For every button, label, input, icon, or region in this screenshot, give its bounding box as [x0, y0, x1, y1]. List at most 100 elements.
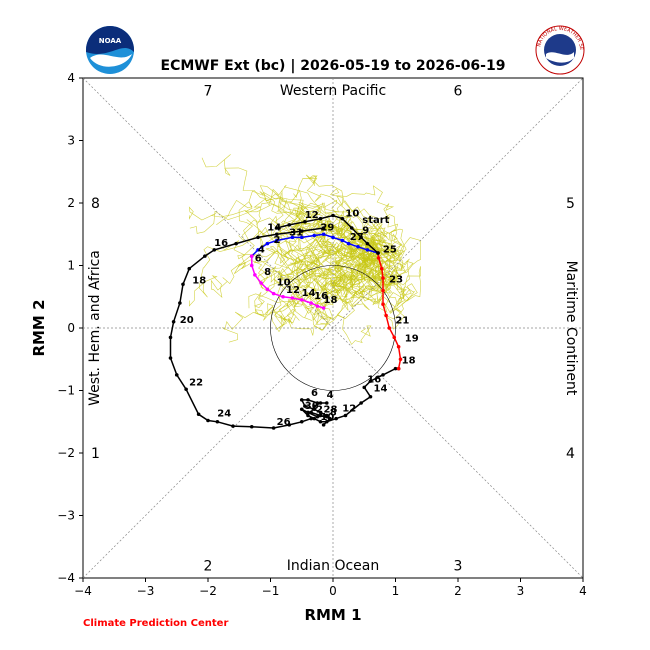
series-point-forecast-red — [398, 357, 403, 362]
day-label: 16 — [367, 374, 381, 385]
series-point-observed — [318, 413, 323, 418]
series-point-forecast — [256, 235, 260, 240]
series-point-observed — [318, 410, 323, 415]
series-point-forecast-red — [392, 335, 397, 340]
series-point-forecast-blue — [312, 233, 317, 238]
series-point-forecast-blue — [340, 238, 345, 243]
phase-label: 7 — [204, 84, 213, 100]
series-point-start-path — [331, 213, 335, 218]
series-point-observed — [299, 398, 304, 402]
day-label: 31 — [289, 227, 303, 238]
series-point-forecast-blue — [290, 235, 295, 240]
series-point-forecast-red — [379, 266, 384, 271]
phase-label: 3 — [454, 559, 463, 575]
series-point-observed — [334, 416, 338, 421]
series-point-forecast-red — [396, 344, 401, 349]
ensemble-member-line — [301, 224, 398, 284]
noaa-logo: NOAA — [86, 26, 134, 74]
day-label: 2 — [274, 235, 281, 246]
series-point-forecast — [181, 282, 185, 287]
series-point-forecast-blue — [299, 235, 304, 240]
series-point-forecast — [271, 426, 276, 430]
ensemble-member-line — [238, 184, 383, 265]
series-point-forecast-magenta — [249, 254, 254, 258]
ensemble-member-line — [265, 245, 370, 300]
x-tick-label: 4 — [579, 584, 587, 598]
ensemble-member-line — [201, 154, 405, 256]
series-point-observed — [306, 413, 310, 418]
ensemble-member-line — [257, 252, 392, 292]
series-point-forecast-magenta — [321, 306, 326, 310]
x-tick-label: 2 — [454, 584, 462, 598]
day-label: 4 — [258, 244, 265, 255]
day-label: 6 — [255, 254, 262, 265]
chart-title: ECMWF Ext (bc) | 2026-05-19 to 2026-06-1… — [161, 58, 506, 74]
y-tick-label: 1 — [67, 259, 75, 273]
day-label: 16 — [214, 238, 228, 249]
day-label: 2 — [316, 404, 323, 415]
series-point-observed — [324, 401, 329, 405]
series-point-observed — [306, 410, 310, 415]
series-point-forecast — [215, 419, 220, 424]
x-axis-label: RMM 1 — [304, 606, 361, 624]
day-label: 23 — [389, 274, 403, 285]
series-point-forecast — [321, 226, 326, 230]
day-label: 26 — [277, 417, 291, 428]
series-point-forecast — [299, 419, 304, 424]
series-point-observed — [312, 407, 317, 412]
ensemble-member-line — [283, 274, 402, 336]
day-label: 14 — [267, 222, 281, 233]
series-point-forecast — [249, 424, 254, 429]
series-point-observed — [309, 410, 313, 415]
series-point-forecast-magenta — [309, 301, 313, 305]
day-label: 16 — [314, 291, 328, 302]
series-point-forecast — [203, 254, 207, 258]
series-point-forecast-blue — [321, 232, 326, 237]
series-point-start-path — [376, 251, 380, 255]
ensemble-member-line — [237, 258, 392, 284]
series-point-observed — [368, 379, 373, 383]
day-label: 12 — [286, 285, 300, 296]
series-point-forecast-blue — [256, 248, 260, 252]
series-point-forecast — [309, 416, 313, 421]
ensemble-member-line — [248, 220, 383, 309]
series-point-start-path — [349, 226, 354, 230]
series-point-forecast-blue — [365, 248, 370, 252]
series-point-forecast-magenta — [253, 273, 257, 277]
day-label: 24 — [217, 409, 231, 420]
ensemble-member-line — [314, 236, 371, 304]
day-label: 18 — [324, 295, 338, 306]
series-point-forecast — [168, 335, 173, 340]
series-point-forecast-red — [381, 276, 385, 280]
series-point-forecast — [184, 387, 188, 392]
series-point-observed — [318, 401, 323, 405]
phase-label: 2 — [204, 559, 213, 575]
series-point-observed — [321, 423, 326, 427]
y-tick-label: −3 — [57, 509, 75, 523]
series-point-forecast — [274, 232, 279, 237]
series-point-start-path — [274, 226, 279, 230]
series-point-forecast-red — [387, 326, 392, 330]
series-point-forecast-blue — [331, 235, 335, 240]
day-label: 28 — [324, 404, 338, 415]
series-point-forecast-magenta — [290, 296, 295, 300]
day-label: 10 — [320, 412, 334, 423]
series-point-observed — [312, 416, 317, 421]
series-point-forecast-magenta — [265, 287, 270, 292]
series-point-forecast — [212, 248, 217, 252]
series-point-forecast-magenta — [299, 298, 304, 302]
ensemble-member-line — [284, 244, 388, 281]
series-point-observed — [324, 413, 329, 418]
series-point-forecast-magenta — [281, 294, 285, 299]
ensemble-member-line — [286, 227, 372, 314]
unit-circle — [270, 265, 396, 391]
day-label: 25 — [383, 244, 397, 255]
phase-label: 5 — [566, 196, 575, 212]
ensemble-member-line — [296, 213, 403, 254]
series-point-forecast — [299, 229, 304, 233]
day-label: 9 — [362, 226, 369, 237]
series-point-forecast — [187, 266, 192, 271]
day-label: 20 — [180, 315, 194, 326]
series-line-forecast-red — [377, 252, 402, 369]
